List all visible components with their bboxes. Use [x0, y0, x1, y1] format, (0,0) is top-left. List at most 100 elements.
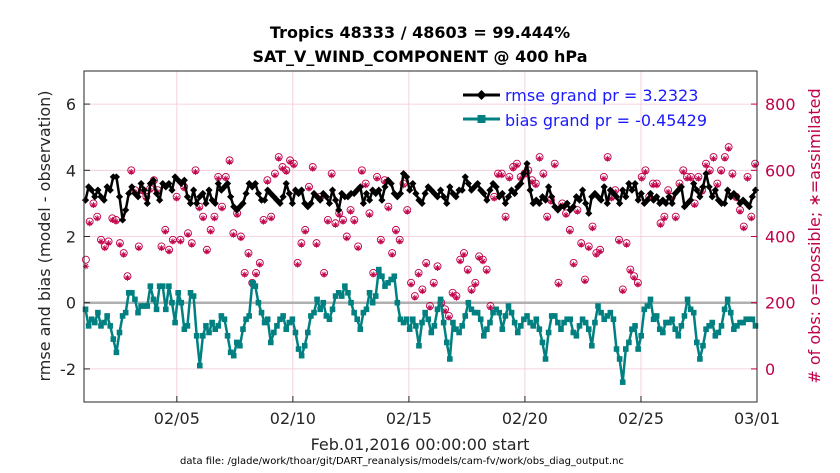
- bias-point: [604, 313, 611, 319]
- rmse-point: [517, 179, 525, 188]
- obs-assimilated-marker: [128, 168, 135, 175]
- rmse-point: [88, 186, 96, 194]
- rmse-point: [375, 186, 383, 194]
- rmse-point: [600, 183, 608, 191]
- bias-point: [172, 319, 178, 326]
- right-tick-label: 600: [765, 161, 796, 180]
- rmse-point: [446, 183, 454, 191]
- bias-point: [391, 273, 398, 280]
- bias-point: [539, 339, 546, 346]
- bias-point: [570, 329, 577, 336]
- obs-assimilated-marker: [589, 225, 596, 232]
- bias-point: [721, 306, 728, 313]
- obs-assimilated-marker: [256, 261, 263, 268]
- rmse-point: [483, 196, 491, 204]
- bias-point: [332, 293, 339, 299]
- obs-assimilated-marker: [661, 215, 668, 222]
- obs-assimilated-marker: [725, 145, 732, 152]
- obs-assimilated-marker: [101, 245, 108, 252]
- bias-point: [335, 289, 342, 296]
- bias-point: [585, 326, 592, 332]
- bias-point: [193, 333, 200, 339]
- bias-point: [514, 329, 521, 336]
- left-tick-label: 6: [66, 95, 76, 114]
- bias-point: [576, 323, 583, 329]
- obs-assimilated-marker: [483, 268, 490, 275]
- obs-assimilated-marker: [188, 241, 195, 248]
- bias-point: [752, 323, 759, 329]
- bias-point: [653, 313, 660, 319]
- rmse-series: [81, 160, 760, 224]
- rmse-point: [572, 193, 581, 201]
- bias-point: [564, 316, 570, 323]
- obs-assimilated-marker: [222, 175, 229, 182]
- rmse-point: [260, 196, 269, 204]
- bias-point: [88, 316, 95, 323]
- bias-point: [601, 316, 607, 323]
- bias-series: [82, 266, 759, 385]
- rmse-point: [332, 196, 340, 204]
- rmse-point: [378, 196, 386, 204]
- bias-point: [338, 293, 345, 299]
- obs-assimilated-marker: [351, 218, 358, 225]
- bias-point: [548, 313, 555, 319]
- rmse-point: [643, 196, 652, 204]
- bias-point: [598, 309, 604, 316]
- rmse-point: [156, 196, 164, 204]
- rmse-point: [276, 199, 284, 207]
- obs-assimilated-marker: [464, 268, 471, 275]
- bias-point: [734, 323, 740, 329]
- bias-point: [589, 342, 595, 349]
- bias-point: [635, 346, 641, 352]
- rmse-point: [433, 193, 442, 201]
- bias-point: [125, 289, 132, 296]
- obs-assimilated-marker: [279, 165, 286, 172]
- rmse-point: [662, 199, 670, 207]
- bias-point: [255, 299, 262, 306]
- bias-point: [215, 323, 222, 329]
- bias-point: [277, 316, 283, 323]
- bias-point: [610, 316, 617, 323]
- bias-point: [379, 273, 385, 280]
- bias-point: [376, 266, 382, 273]
- bias-point: [212, 326, 219, 332]
- bias-point: [644, 303, 651, 309]
- bias-point: [104, 313, 110, 319]
- bias-point: [453, 326, 459, 332]
- bias-point: [261, 319, 268, 326]
- bias-point: [499, 326, 506, 332]
- rmse-point: [152, 189, 161, 198]
- rmse-point: [535, 199, 543, 207]
- rmse-point: [541, 196, 550, 204]
- rmse-point: [730, 189, 738, 198]
- rmse-point: [653, 193, 661, 201]
- bias-point: [113, 349, 120, 356]
- obs-assimilated-marker: [578, 241, 585, 248]
- rmse-point: [690, 179, 698, 188]
- rmse-point: [125, 189, 133, 198]
- obs-assimilated-marker: [377, 238, 384, 245]
- bias-point: [289, 316, 296, 323]
- bias-point: [246, 313, 252, 319]
- obs-assimilated-marker: [736, 208, 743, 215]
- bias-point: [237, 342, 243, 349]
- obs-assimilated-marker: [245, 251, 252, 258]
- legend-bias-label: bias grand pr = -0.45429: [505, 111, 707, 130]
- bias-point: [573, 333, 580, 339]
- obs-assimilated-marker: [604, 155, 611, 162]
- bias-point: [511, 319, 518, 326]
- obs-assimilated-marker: [445, 314, 452, 321]
- rmse-point: [254, 189, 263, 198]
- obs-assimilated-marker: [687, 175, 694, 182]
- obs-assimilated-marker: [268, 215, 275, 222]
- rmse-point: [369, 186, 377, 194]
- obs-assimilated-marker: [506, 175, 513, 182]
- rmse-point: [94, 186, 102, 194]
- obs-assimilated-marker: [116, 241, 123, 248]
- bias-point: [119, 313, 126, 319]
- bias-point: [613, 346, 620, 352]
- obs-assimilated-marker: [740, 225, 747, 232]
- rmse-point: [634, 196, 642, 204]
- bias-point: [252, 283, 259, 289]
- obs-assimilated-marker: [714, 182, 721, 189]
